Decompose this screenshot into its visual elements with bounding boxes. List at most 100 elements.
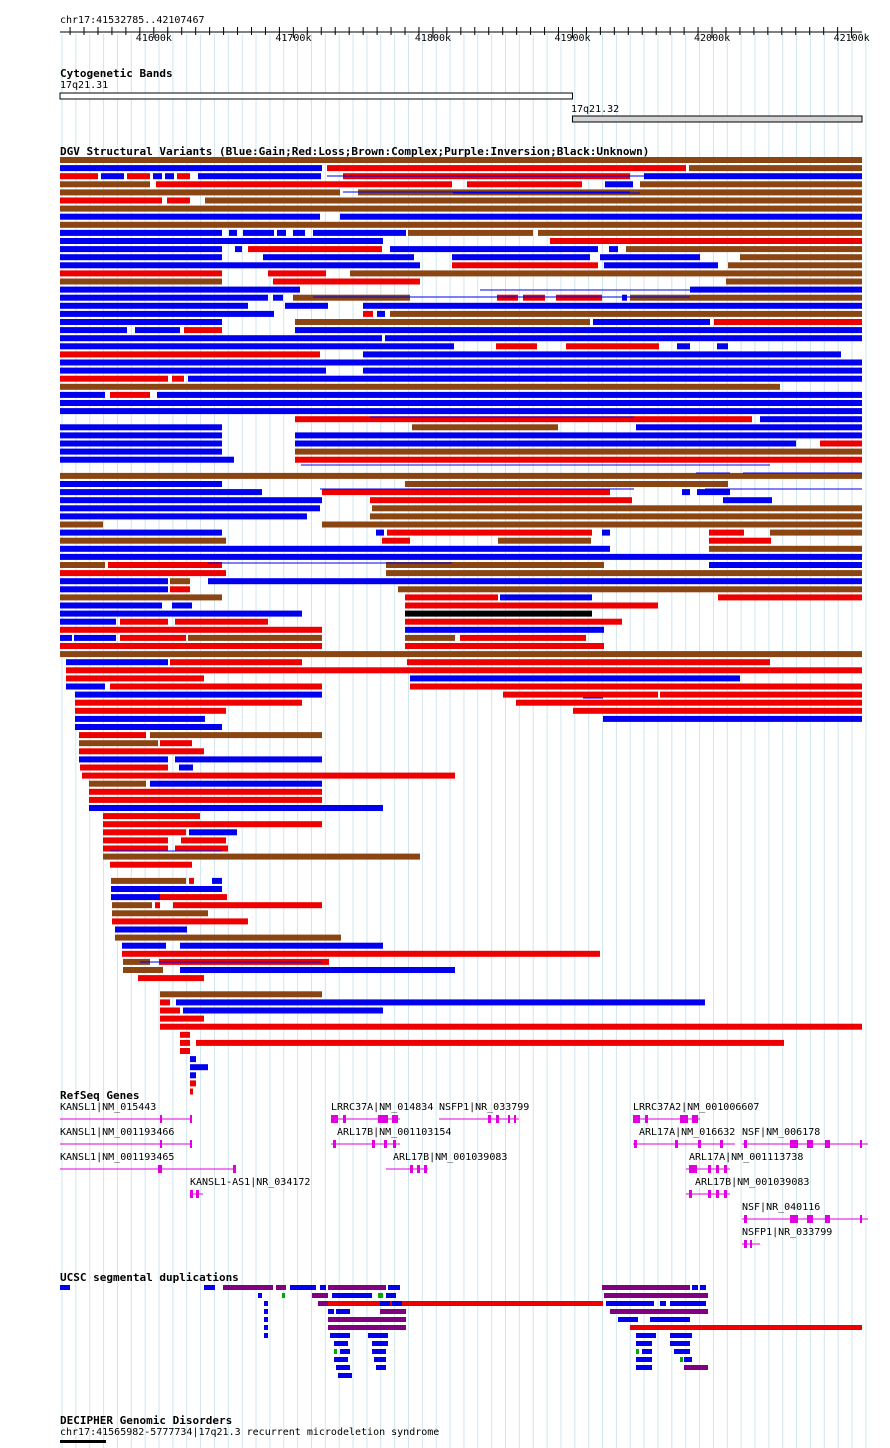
structural-variant[interactable]	[293, 229, 305, 236]
structural-variant[interactable]	[295, 319, 590, 325]
structural-variant[interactable]	[363, 302, 862, 309]
structural-variant[interactable]	[184, 327, 222, 334]
structural-variant[interactable]	[60, 651, 862, 658]
structural-variant[interactable]	[398, 586, 862, 593]
structural-variant[interactable]	[60, 400, 862, 406]
structural-variant[interactable]	[709, 537, 771, 544]
structural-variant[interactable]	[196, 1039, 784, 1046]
segmental-duplication[interactable]	[388, 1285, 394, 1290]
structural-variant[interactable]	[60, 294, 268, 301]
structural-variant[interactable]	[180, 1039, 190, 1046]
segmental-duplication[interactable]	[376, 1365, 386, 1370]
segmental-duplication[interactable]	[670, 1301, 706, 1306]
structural-variant[interactable]	[285, 302, 328, 309]
structural-variant[interactable]	[75, 691, 322, 698]
structural-variant[interactable]	[717, 343, 728, 350]
structural-variant[interactable]	[170, 578, 190, 585]
gene-label[interactable]: ARL17B|NM_001039083	[393, 1152, 508, 1163]
structural-variant[interactable]	[626, 246, 862, 253]
cytoband-17q21-31[interactable]	[59, 92, 573, 100]
structural-variant[interactable]	[208, 578, 862, 585]
segmental-duplication[interactable]	[264, 1309, 268, 1314]
segmental-duplication[interactable]	[642, 1349, 652, 1354]
segmental-duplication[interactable]	[604, 1293, 708, 1298]
structural-variant[interactable]	[467, 181, 582, 188]
structural-variant[interactable]	[820, 440, 862, 447]
segmental-duplication[interactable]	[392, 1301, 402, 1306]
segmental-duplication[interactable]	[276, 1285, 286, 1290]
gene-label[interactable]: KANSL1|NM_001193465	[60, 1152, 175, 1163]
segmental-duplication[interactable]	[290, 1285, 316, 1290]
segmental-duplication[interactable]	[602, 1285, 690, 1290]
structural-variant[interactable]	[112, 918, 248, 925]
structural-variant[interactable]	[60, 456, 234, 463]
structural-variant[interactable]	[726, 278, 862, 285]
structural-variant[interactable]	[103, 821, 322, 828]
segmental-duplication[interactable]	[680, 1357, 683, 1362]
structural-variant[interactable]	[714, 319, 862, 325]
segmental-duplication[interactable]	[386, 1293, 396, 1298]
structural-variant[interactable]	[60, 165, 322, 172]
structural-variant[interactable]	[79, 732, 146, 739]
segmental-duplication[interactable]	[368, 1333, 388, 1338]
structural-variant[interactable]	[60, 602, 162, 609]
structural-variant[interactable]	[60, 286, 300, 293]
structural-variant[interactable]	[573, 707, 862, 714]
structural-variant[interactable]	[452, 254, 590, 261]
structural-variant[interactable]	[60, 448, 222, 455]
structural-variant[interactable]	[89, 780, 146, 787]
structural-variant[interactable]	[682, 489, 690, 496]
segmental-duplication[interactable]	[328, 1285, 386, 1290]
structural-variant[interactable]	[108, 562, 222, 568]
structural-variant[interactable]	[189, 829, 237, 836]
gene-label[interactable]: NSF|NM_006178	[742, 1127, 821, 1138]
structural-variant[interactable]	[718, 594, 862, 601]
structural-variant[interactable]	[407, 659, 770, 666]
structural-variant[interactable]	[112, 910, 208, 917]
structural-variant[interactable]	[295, 456, 862, 463]
structural-variant[interactable]	[690, 286, 862, 293]
structural-variant[interactable]	[60, 432, 222, 439]
structural-variant[interactable]	[410, 683, 862, 690]
structural-variant[interactable]	[190, 1080, 196, 1087]
segmental-duplication[interactable]	[700, 1285, 706, 1290]
gene-label[interactable]: KANSL1-AS1|NR_034172	[190, 1177, 311, 1188]
structural-variant[interactable]	[60, 221, 862, 228]
gene-label[interactable]: LRRC37A|NM_014834	[331, 1102, 434, 1113]
structural-variant[interactable]	[263, 254, 414, 261]
structural-variant[interactable]	[60, 440, 222, 447]
structural-variant[interactable]	[160, 1023, 862, 1030]
structural-variant[interactable]	[172, 375, 184, 382]
gene-model[interactable]	[633, 1140, 735, 1148]
structural-variant[interactable]	[66, 667, 862, 674]
structural-variant[interactable]	[75, 715, 205, 722]
structural-variant[interactable]	[212, 877, 222, 884]
structural-variant[interactable]	[677, 343, 690, 350]
structural-variant[interactable]	[376, 529, 384, 536]
structural-variant[interactable]	[60, 270, 222, 277]
segmental-duplication[interactable]	[258, 1293, 262, 1298]
structural-variant[interactable]	[709, 562, 862, 568]
structural-variant[interactable]	[190, 1056, 196, 1063]
structural-variant[interactable]	[60, 367, 326, 374]
structural-variant[interactable]	[111, 877, 186, 884]
segmental-duplication[interactable]	[684, 1365, 708, 1370]
decipher-feature-label[interactable]: chr17:41565982-5777734|17q21.3 recurrent…	[60, 1427, 440, 1438]
structural-variant[interactable]	[386, 562, 604, 568]
gene-label[interactable]: LRRC37A2|NM_001006607	[633, 1102, 760, 1113]
structural-variant[interactable]	[60, 197, 162, 204]
gene-model[interactable]	[386, 1165, 428, 1173]
gene-model[interactable]	[742, 1140, 868, 1148]
structural-variant[interactable]	[644, 173, 862, 180]
segmental-duplication[interactable]	[336, 1365, 350, 1370]
structural-variant[interactable]	[405, 610, 592, 617]
structural-variant[interactable]	[602, 529, 610, 536]
segmental-duplication[interactable]	[334, 1357, 348, 1362]
structural-variant[interactable]	[115, 934, 341, 941]
structural-variant[interactable]	[160, 991, 322, 998]
structural-variant[interactable]	[603, 715, 862, 722]
structural-variant[interactable]	[60, 643, 322, 649]
gene-model[interactable]	[60, 1165, 236, 1173]
structural-variant[interactable]	[327, 165, 686, 172]
structural-variant[interactable]	[176, 999, 705, 1006]
